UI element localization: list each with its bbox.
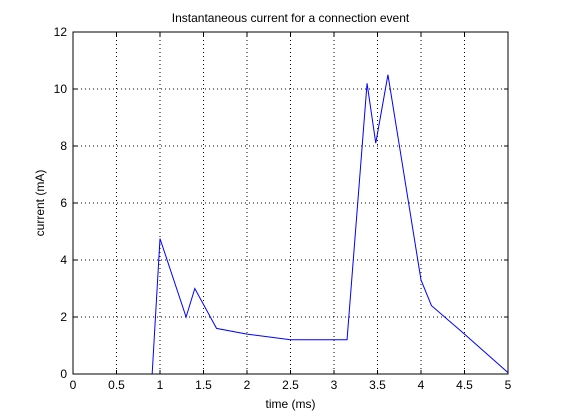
y-tick-label: 10	[54, 82, 68, 96]
x-tick-label: 1	[157, 378, 164, 392]
y-tick-label: 4	[60, 253, 67, 267]
series-line	[151, 74, 509, 375]
axes-box	[72, 31, 509, 375]
tick-label-layer: 0 0.5 1 1.5 2 2.5 3 3.5 4 4.5 5 0 2 4 6 8 10 12	[54, 25, 512, 392]
y-tick-label: 12	[54, 25, 68, 39]
y-tick-label: 0	[60, 367, 67, 381]
x-tick-label: 2	[244, 378, 251, 392]
x-tick-label: 4	[418, 378, 425, 392]
x-tick-label: 4.5	[456, 378, 473, 392]
x-axis-label: time (ms)	[266, 397, 316, 411]
line-layer	[151, 74, 509, 375]
y-axis-label: current (mA)	[33, 170, 47, 237]
x-tick-label: 1.5	[195, 378, 212, 392]
x-tick-label: 5	[505, 378, 512, 392]
chart-title: Instantaneous current for a connection e…	[172, 11, 410, 25]
x-tick-label: 2.5	[282, 378, 299, 392]
y-tick-label: 2	[60, 310, 67, 324]
y-tick-label: 8	[60, 139, 67, 153]
y-tick-label: 6	[60, 196, 67, 210]
grid-layer	[73, 32, 508, 374]
x-tick-label: 3.5	[369, 378, 386, 392]
tick-layer	[72, 31, 509, 375]
x-tick-label: 0	[70, 378, 77, 392]
x-tick-label: 0.5	[108, 378, 125, 392]
x-tick-label: 3	[331, 378, 338, 392]
